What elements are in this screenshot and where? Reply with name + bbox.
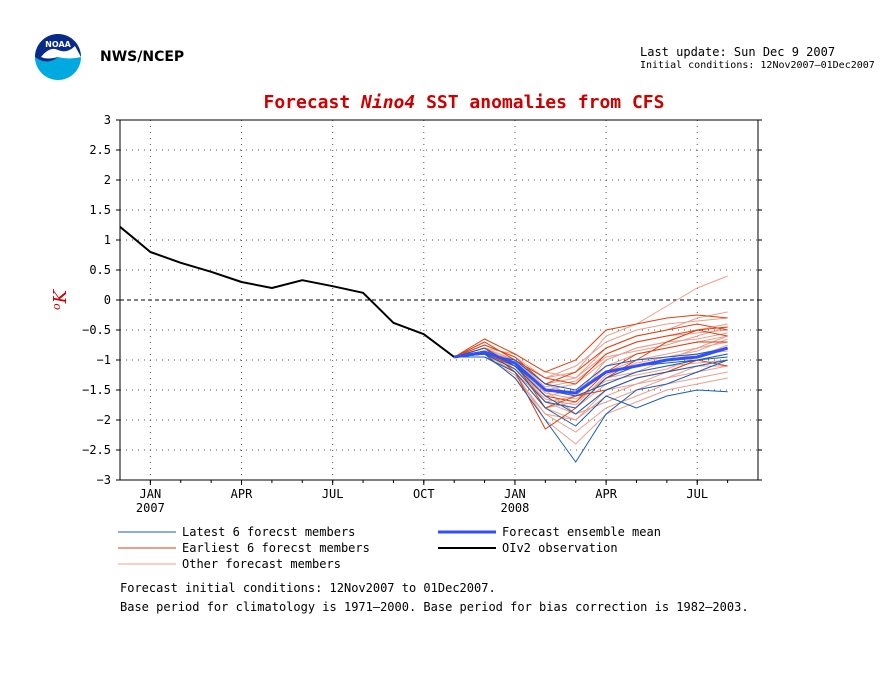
footer-line-1: Forecast initial conditions: 12Nov2007 t… [120,581,496,595]
earliest-member-line [454,323,728,385]
main-series [119,226,729,395]
observation-line [119,226,455,358]
x-tick-year-label: 2007 [136,501,165,515]
latest-member-line [454,353,728,409]
y-tick-label: −2 [97,413,111,427]
chart-title-part-3: SST anomalies from CFS [415,92,664,113]
noaa-logo: NOAA [35,34,81,80]
y-tick-label: 2 [104,173,111,187]
chart-title-part-2: Nino4 [360,92,415,113]
x-tick-label: APR [231,487,253,501]
x-tick-label: OCT [413,487,435,501]
y-tick-label: −0.5 [82,323,111,337]
legend: Latest 6 forecst members Forecast ensembl… [118,525,661,571]
y-axis-label: oK [50,288,71,310]
x-tick-label: JAN [140,487,162,501]
earliest-member-line [454,341,728,403]
latest-member-line [454,353,728,463]
grid-lines [120,120,758,480]
logo-text: NOAA [45,40,71,49]
y-tick-label: −1.5 [82,383,111,397]
legend-label: Latest 6 forecst members [182,525,355,539]
x-tick-label: JUL [686,487,708,501]
legend-label: Other forecast members [182,557,341,571]
x-tick-label: JUL [322,487,344,501]
forecast-members [453,275,728,463]
chart-title-part-1: Forecast [264,92,362,113]
y-tick-label: 1 [104,233,111,247]
y-axis-label-superscript: o [50,303,63,310]
agency-label: NWS/NCEP [100,49,184,65]
y-tick-label: −3 [97,473,111,487]
y-tick-label: −1 [97,353,111,367]
ensemble-mean-line [453,346,729,395]
latest-member-line [454,356,728,427]
y-tick-label: 1.5 [89,203,111,217]
x-tick-year-label: 2008 [500,501,529,515]
legend-label: Forecast ensemble mean [502,525,661,539]
svg-text:oK: oK [50,288,71,310]
y-tick-label: −2.5 [82,443,111,457]
y-tick-label: 0.5 [89,263,111,277]
other-member-line [454,353,728,445]
footer-line-2: Base period for climatology is 1971–2000… [120,600,749,614]
other-member-line [454,311,728,385]
y-axis-label-unit: K [50,288,71,304]
x-tick-label: JAN [504,487,526,501]
legend-label: OIv2 observation [502,541,618,555]
earliest-member-line [453,314,728,373]
y-tick-label: 0 [104,293,111,307]
y-tick-label: 2.5 [89,143,111,157]
initial-conditions-label: Initial conditions: 12Nov2007–01Dec2007 [640,60,875,71]
chart-title: Forecast Nino4 SST anomalies from CFS [264,92,665,113]
y-tick-label: 3 [104,113,111,127]
y-tick-labels: 3 2.5 2 1.5 1 0.5 0 −0.5 −1 −1.5 −2 −2.5 −3 [82,113,762,487]
x-tick-label: APR [595,487,617,501]
legend-label: Earliest 6 forecst members [182,541,370,555]
last-update-label: Last update: Sun Dec 9 2007 [640,45,835,59]
